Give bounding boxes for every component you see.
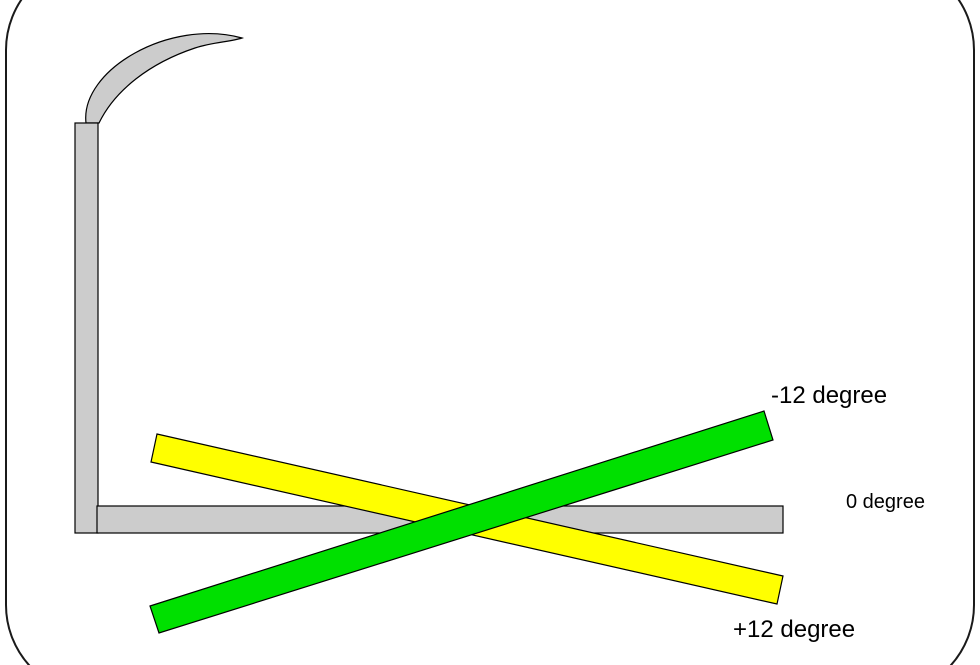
label-zero-degree: 0 degree [846,491,925,513]
post-hook [85,33,245,124]
vertical-post [74,122,99,534]
diagram-frame [5,0,975,665]
label-minus-12-degree: -12 degree [771,382,887,409]
beam-minus-12-degree [149,410,774,634]
label-plus-12-degree: +12 degree [733,616,855,643]
